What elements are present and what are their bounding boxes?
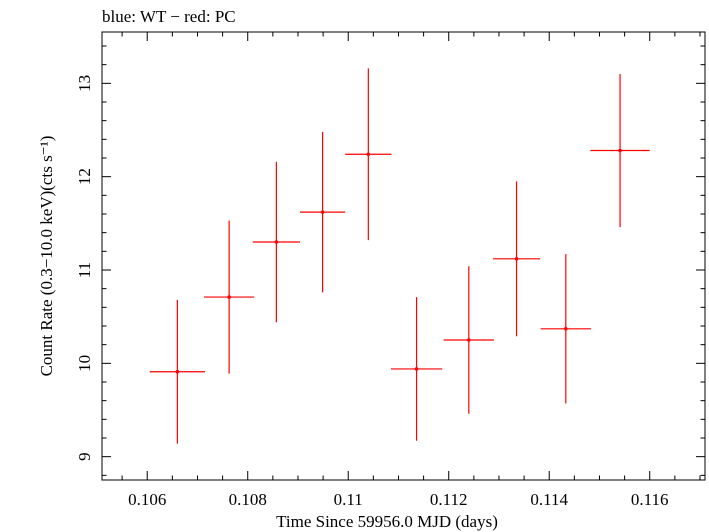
x-tick-label: 0.112 [430, 490, 468, 509]
data-marker [320, 210, 325, 214]
x-tick-label: 0.114 [530, 490, 568, 509]
data-point [204, 220, 255, 374]
axis-ticks: 0.106 0.108 0.11 0.112 0.114 0.116 9 10 11 12 13 [75, 32, 705, 509]
data-points [149, 68, 650, 444]
data-point [345, 68, 392, 241]
data-marker [514, 257, 519, 261]
data-marker [467, 338, 471, 342]
data-point [299, 131, 346, 293]
data-point [149, 299, 206, 444]
y-tick-label: 13 [75, 75, 94, 92]
chart-title: blue: WT − red: PC [102, 7, 236, 26]
data-marker [618, 148, 622, 153]
data-point [590, 74, 650, 228]
y-tick-label: 11 [75, 262, 94, 278]
y-axis-label: Count Rate (0.3−10.0 keV)(cts s⁻¹) [37, 136, 56, 377]
y-tick-label: 10 [75, 355, 94, 372]
data-point [443, 266, 494, 414]
data-marker [175, 369, 180, 374]
plot-frame [101, 31, 706, 481]
data-marker [227, 295, 231, 299]
data-marker [414, 367, 419, 371]
x-axis-label: Time Since 59956.0 MJD (days) [276, 512, 498, 531]
y-tick-label: 9 [75, 452, 94, 461]
data-marker [366, 152, 371, 157]
data-marker [564, 327, 568, 331]
data-point [390, 297, 443, 441]
x-tick-label: 0.116 [631, 490, 669, 509]
data-marker [274, 240, 279, 244]
y-tick-label: 12 [75, 168, 94, 185]
data-point [492, 181, 541, 337]
x-tick-label: 0.11 [334, 490, 363, 509]
data-point [540, 254, 591, 404]
data-point [252, 161, 300, 323]
x-tick-label: 0.106 [128, 490, 166, 509]
x-tick-label: 0.108 [229, 490, 267, 509]
